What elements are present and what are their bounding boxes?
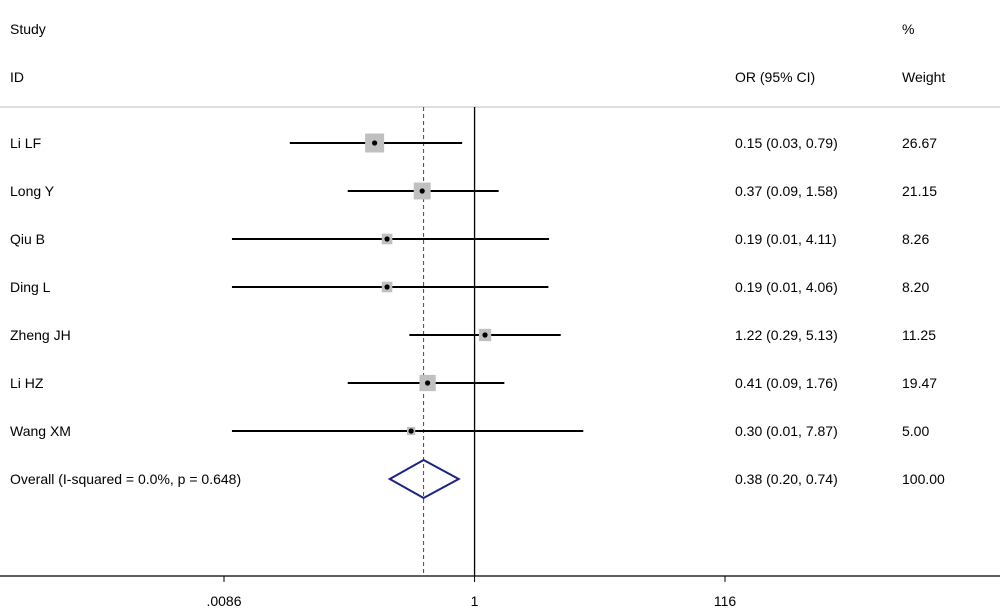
study-weight: 5.00 xyxy=(902,423,930,439)
study-weight: 8.26 xyxy=(902,231,930,247)
point-estimate xyxy=(424,380,431,386)
study-name: Zheng JH xyxy=(10,327,71,343)
overall-weight: 100.00 xyxy=(902,471,945,487)
percent-column-header: % xyxy=(902,21,915,37)
point-estimate xyxy=(372,140,378,146)
x-tick-label: .0086 xyxy=(206,593,241,609)
overall-label: Overall (I-squared = 0.0%, p = 0.648) xyxy=(10,471,242,487)
study-name: Wang XM xyxy=(10,423,71,439)
study-column-header: Study xyxy=(10,21,46,37)
point-estimate xyxy=(482,332,488,338)
point-estimate xyxy=(419,188,425,194)
study-name: Li HZ xyxy=(10,375,44,391)
study-weight: 8.20 xyxy=(902,279,930,295)
study-or-ci: 0.19 (0.01, 4.06) xyxy=(735,279,838,295)
point-estimate xyxy=(384,236,390,242)
id-column-header: ID xyxy=(10,69,24,85)
study-or-ci: 0.19 (0.01, 4.11) xyxy=(735,231,837,247)
study-or-ci: 1.22 (0.29, 5.13) xyxy=(735,327,838,343)
x-tick-label: 116 xyxy=(714,593,737,609)
overall-diamond xyxy=(387,458,461,500)
study-weight: 26.67 xyxy=(902,135,938,151)
weight-column-header: Weight xyxy=(902,69,946,85)
point-estimate xyxy=(408,428,414,434)
study-or-ci: 0.30 (0.01, 7.87) xyxy=(735,423,838,439)
study-weight: 19.47 xyxy=(902,375,938,391)
or-column-header: OR (95% CI) xyxy=(735,69,816,85)
overall-or-ci: 0.38 (0.20, 0.74) xyxy=(735,471,838,487)
study-or-ci: 0.37 (0.09, 1.58) xyxy=(735,183,838,199)
study-name: Long Y xyxy=(10,183,55,199)
study-or-ci: 0.15 (0.03, 0.79) xyxy=(735,135,838,151)
study-weight: 21.15 xyxy=(902,183,938,199)
point-estimate xyxy=(384,284,390,290)
x-tick-label: 1 xyxy=(471,593,479,609)
study-name: Qiu B xyxy=(10,231,46,247)
study-weight: 11.25 xyxy=(902,327,936,343)
study-name: Li LF xyxy=(10,135,42,151)
study-name: Ding L xyxy=(10,279,51,295)
study-or-ci: 0.41 (0.09, 1.76) xyxy=(735,375,838,391)
